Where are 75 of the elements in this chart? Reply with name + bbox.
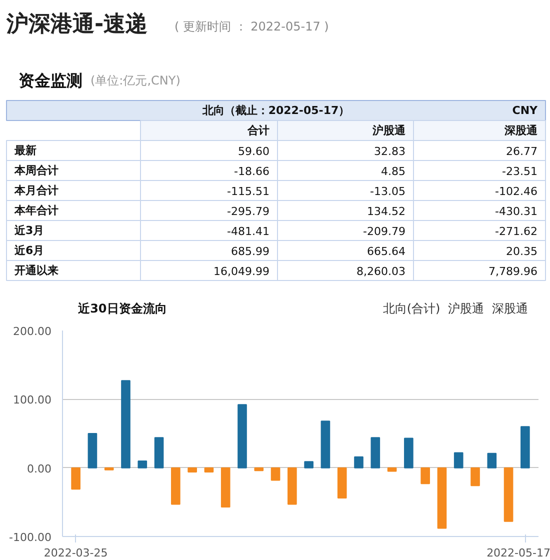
bar (504, 467, 514, 522)
text: -295.79 (227, 205, 270, 218)
bar (288, 467, 297, 505)
text: 合计 (246, 124, 270, 137)
bar (220, 467, 230, 508)
text: 32.83 (374, 145, 406, 158)
text: 本月合计 (14, 184, 58, 197)
text: CNY (512, 104, 539, 117)
text: -18.66 (234, 165, 270, 178)
bar (304, 461, 314, 468)
text: 7,789.96 (488, 265, 538, 278)
text: 深股通 (504, 124, 538, 137)
bar (437, 467, 447, 529)
bar (354, 456, 364, 468)
bar (454, 452, 464, 468)
bar (188, 467, 197, 472)
text: 134.52 (367, 205, 406, 218)
text: 4.85 (381, 165, 406, 178)
bar (387, 467, 397, 472)
bar (204, 467, 214, 472)
text: -13.05 (370, 185, 406, 198)
bar (487, 452, 497, 468)
y-tick-label: 0.00 (27, 462, 52, 476)
text: 59.60 (238, 145, 270, 158)
bar (88, 433, 98, 468)
bar (254, 467, 264, 472)
text: 685.99 (231, 245, 270, 258)
text: 深股通 (492, 302, 528, 316)
text: 沪深港通-速递 (6, 11, 148, 37)
text: 近6月 (14, 244, 44, 257)
text: (单位:亿元,CNY) (90, 74, 180, 88)
bar (420, 467, 430, 484)
text: 本周合计 (14, 164, 58, 177)
y-tick-label: 100.00 (13, 394, 52, 407)
bar (520, 426, 530, 468)
bar (71, 467, 80, 490)
text: 开通以来 (14, 264, 58, 277)
text: 本年合计 (14, 204, 58, 217)
text: 665.64 (367, 245, 406, 258)
bar (238, 404, 247, 468)
text: 8,260.03 (356, 265, 406, 278)
chart-title: 近30日资金流向 (77, 302, 167, 316)
bar (320, 420, 330, 468)
bar (470, 467, 480, 486)
y-tick-label: 200.00 (13, 325, 52, 338)
text: -430.31 (495, 205, 538, 218)
x-tick-label: 2022-03-25 (44, 546, 108, 560)
bar (370, 437, 380, 468)
text: -115.51 (227, 185, 270, 198)
bar (104, 467, 114, 470)
bar (171, 467, 180, 505)
text: 沪股通 (372, 124, 406, 137)
text: 资金监测 (18, 71, 82, 90)
text: 最新 (14, 144, 36, 157)
text: -271.62 (495, 225, 538, 238)
text: -102.46 (495, 185, 538, 198)
bar (121, 380, 130, 468)
text: 北向（截止：2022-05-17） (201, 104, 350, 117)
bar (138, 460, 148, 468)
bar (270, 467, 280, 481)
text: -23.51 (502, 165, 538, 178)
text: -481.41 (227, 225, 270, 238)
x-tick-label: 2022-05-17 (486, 546, 550, 560)
text: 20.35 (506, 245, 538, 258)
y-tick-label: -100.00 (9, 531, 52, 544)
text: 26.77 (506, 145, 538, 158)
bar (404, 438, 414, 468)
text: ( 更新时间 ： 2022-05-17 ) (174, 20, 329, 34)
bar (337, 467, 347, 499)
bar (154, 437, 164, 468)
text: 沪股通 (448, 302, 484, 316)
text: 16,049.99 (214, 265, 270, 278)
text: -209.79 (363, 225, 406, 238)
text: 近3月 (14, 224, 44, 237)
text: 北向(合计) (382, 302, 440, 316)
